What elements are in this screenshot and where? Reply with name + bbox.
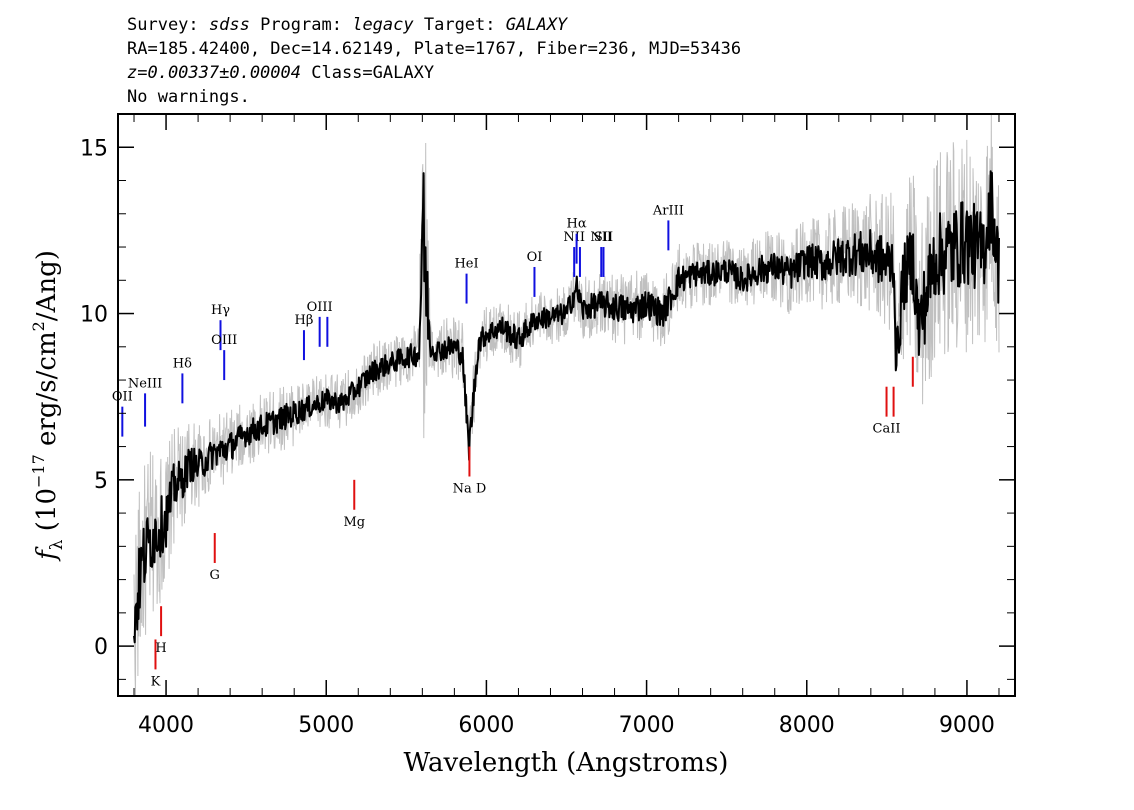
flux-line	[133, 170, 1000, 644]
header-line-4: No warnings.	[127, 87, 250, 107]
x-tick-label: 9000	[939, 713, 995, 738]
header-line-1: Survey: sdss Program: legacy Target: GAL…	[127, 15, 569, 35]
error-band-trace	[133, 113, 1000, 697]
y-title-subscript: λ	[47, 539, 67, 550]
target-key: Target:	[414, 15, 506, 35]
emission-line-label: ArIII	[652, 203, 684, 218]
absorption-line-label: H	[155, 641, 166, 656]
emission-line-label: OII	[112, 390, 133, 405]
program-key: Program:	[250, 15, 352, 35]
emission-line-label: NII	[590, 230, 612, 245]
axis-ticks: 4000 5000 6000 7000 8000 9000 0 5 10 15	[80, 113, 1015, 738]
survey-key: Survey:	[127, 15, 209, 35]
emission-line-label: OIII	[211, 333, 237, 348]
x-tick-label: 8000	[779, 713, 835, 738]
y-title-square: 2	[29, 321, 48, 331]
class-value: Class=GALAXY	[301, 63, 434, 83]
y-title-unit: erg/s/cm	[32, 331, 62, 454]
x-axis-title: Wavelength (Angstroms)	[404, 748, 729, 778]
emission-line-label: Hα	[567, 217, 587, 232]
x-tick-label: 4000	[138, 713, 194, 738]
y-tick-label: 15	[80, 136, 108, 161]
plot-frame	[117, 113, 1016, 697]
y-axis-title: fλ (10−17 erg/s/cm2/Ang)	[29, 250, 67, 562]
absorption-line-label: G	[210, 568, 220, 583]
x-tick-label: 6000	[458, 713, 514, 738]
absorption-line-label: Mg	[343, 515, 365, 530]
absorption-line-label: K	[151, 674, 161, 689]
y-tick-label: 10	[80, 303, 108, 328]
absorption-line-label: CaII	[873, 422, 901, 437]
y-title-close: /Ang)	[32, 250, 62, 321]
header-line-3: z=0.00337±0.00004 Class=GALAXY	[127, 63, 434, 83]
emission-line-label: Hδ	[173, 356, 192, 371]
emission-line-label: Hγ	[211, 303, 230, 318]
program-value: legacy	[352, 15, 414, 35]
y-tick-label: 5	[94, 469, 108, 494]
absorption-line-label: Na D	[453, 482, 487, 497]
emission-line-label: SII	[594, 230, 613, 245]
y-title-exponent: −17	[29, 454, 48, 488]
redshift-value: z=0.00337±0.00004	[127, 63, 301, 83]
survey-value: sdss	[209, 15, 250, 35]
target-value: GALAXY	[506, 15, 569, 35]
emission-line-label: Hβ	[295, 313, 314, 328]
y-tick-label: 0	[94, 635, 108, 660]
y-title-open: (10	[32, 488, 62, 540]
emission-line-label: NII	[563, 230, 585, 245]
emission-line-label: HeI	[454, 257, 478, 272]
emission-line-label: OIII	[307, 300, 333, 315]
header-line-2: RA=185.42400, Dec=14.62149, Plate=1767, …	[127, 39, 741, 59]
emission-line-label: NeIII	[128, 376, 162, 391]
emission-line-label: OI	[527, 250, 543, 265]
x-tick-label: 7000	[619, 713, 675, 738]
x-tick-label: 5000	[298, 713, 354, 738]
flux-error-band	[133, 113, 1000, 697]
flux-trace	[133, 170, 1000, 644]
